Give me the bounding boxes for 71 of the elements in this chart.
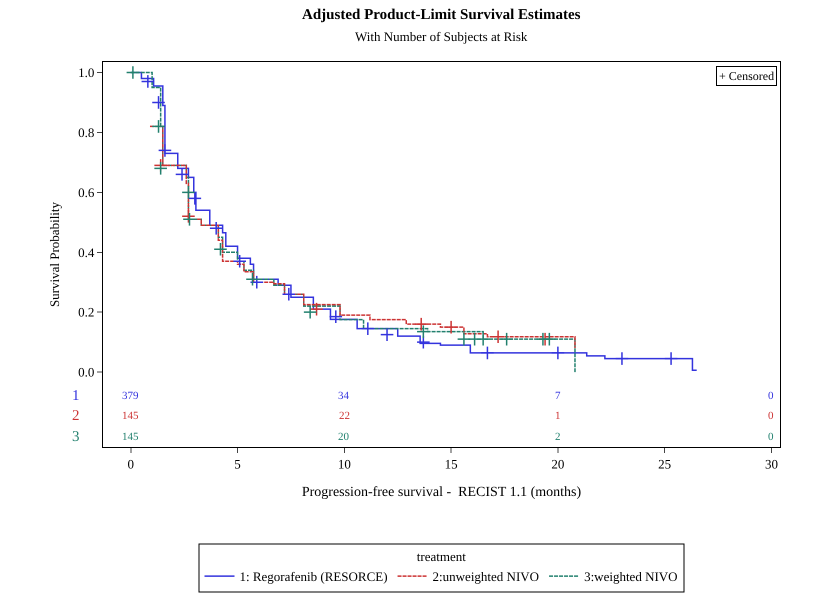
point (614, 352, 630, 366)
point (414, 317, 428, 332)
point (380, 328, 394, 342)
point (476, 332, 490, 346)
point (480, 346, 494, 360)
point (151, 119, 166, 134)
x-axis-title: Progression-free survival - RECIST 1.1 (months) (302, 484, 582, 500)
y-axis-title: Survival Probability (47, 201, 62, 308)
point (126, 65, 140, 80)
point (181, 209, 196, 224)
point (282, 287, 296, 302)
annotation: 1 (555, 410, 560, 422)
text: 3 (72, 429, 80, 445)
point (456, 332, 471, 346)
point (664, 352, 678, 366)
annotation: 20 (338, 431, 350, 443)
point (328, 310, 343, 324)
x-tick-label: 0 (128, 456, 134, 472)
point (416, 335, 430, 350)
point (310, 302, 324, 316)
point (140, 74, 155, 89)
point (154, 161, 168, 176)
x-tick-label: 25 (658, 456, 672, 472)
annotation: 0 (768, 431, 774, 443)
point (182, 212, 197, 226)
x-tick-label: 5 (234, 456, 241, 472)
annotation: + Censored (719, 69, 774, 83)
point (500, 332, 514, 346)
y-tick-label: 0.4 (78, 244, 95, 260)
y-tick-label: 0.0 (78, 364, 94, 380)
point (174, 167, 190, 182)
point (416, 324, 430, 339)
y-tick-label: 0.6 (78, 184, 95, 200)
x-tick-label: 30 (764, 456, 778, 472)
legend-label: 3:weighted NIVO (584, 569, 678, 584)
point (444, 320, 458, 334)
x-tick-label: 20 (551, 456, 564, 472)
point (245, 272, 260, 286)
chart-subtitle: With Number of Subjects at Risk (355, 29, 528, 44)
point (250, 275, 264, 290)
legend-title: treatment (416, 549, 466, 564)
annotation: 34 (338, 390, 350, 402)
point (181, 185, 196, 200)
point (188, 191, 202, 206)
y-tick-label: 1.0 (78, 65, 94, 80)
y-tick-label: 0.8 (78, 124, 94, 140)
annotation: 145 (122, 410, 139, 422)
annotation: 145 (122, 431, 139, 443)
point (303, 305, 318, 320)
text: 1 (72, 388, 80, 404)
annotation: 379 (122, 390, 139, 402)
x-tick-label: 15 (444, 456, 458, 472)
point (360, 322, 375, 336)
annotation: 0 (768, 410, 774, 422)
annotation: 0 (768, 390, 774, 402)
text: 2 (72, 408, 80, 424)
legend-label: 1: Regorafenib (RESORCE) (240, 569, 388, 584)
point (542, 332, 556, 346)
point (213, 242, 228, 256)
point (209, 221, 224, 236)
point (232, 254, 247, 268)
point (550, 346, 565, 360)
point (151, 95, 166, 110)
legend-label: 2:unweighted NIVO (432, 569, 540, 584)
annotation: 7 (555, 390, 561, 402)
point (158, 143, 172, 158)
y-tick-label: 0.2 (78, 304, 94, 320)
annotation: 22 (339, 410, 350, 422)
annotation: 2 (555, 431, 560, 443)
chart-title: Adjusted Product-Limit Survival Estimates (302, 7, 581, 23)
x-tick-label: 10 (338, 456, 351, 472)
